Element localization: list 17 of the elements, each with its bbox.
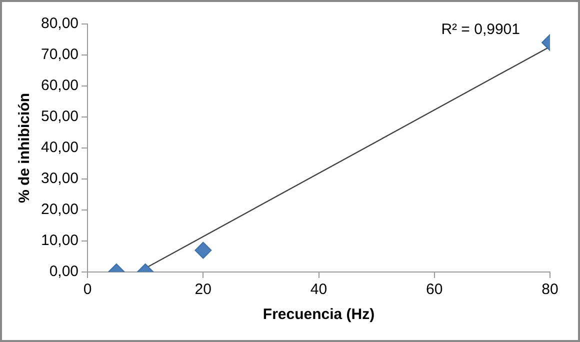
y-tick-label: 20,00 xyxy=(40,201,79,218)
x-tick-label: 0 xyxy=(83,281,92,298)
x-tick-label: 40 xyxy=(310,281,328,298)
y-tick-label: 30,00 xyxy=(40,170,79,188)
x-tick-label: 20 xyxy=(194,281,212,298)
annotation: R² = 0,9901 xyxy=(441,21,520,38)
y-tick-label: 10,00 xyxy=(40,232,79,250)
y-axis-title: % de inhibición xyxy=(16,92,34,204)
y-tick-label: 80,00 xyxy=(40,15,79,32)
y-tick-label: 60,00 xyxy=(40,77,79,94)
y-tick-label: 0,00 xyxy=(49,263,79,280)
y-tick-label: 50,00 xyxy=(40,108,79,126)
y-tick-label: 70,00 xyxy=(40,46,79,64)
x-tick-label: 60 xyxy=(426,281,443,298)
y-tick-label: 40,00 xyxy=(40,139,79,156)
x-tick-label: 80 xyxy=(542,281,558,298)
x-axis-title: Frecuencia (Hz) xyxy=(262,306,375,324)
